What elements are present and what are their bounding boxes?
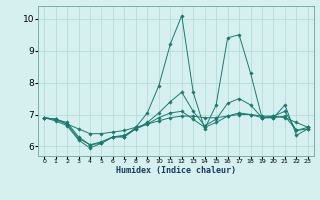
X-axis label: Humidex (Indice chaleur): Humidex (Indice chaleur) <box>116 166 236 175</box>
